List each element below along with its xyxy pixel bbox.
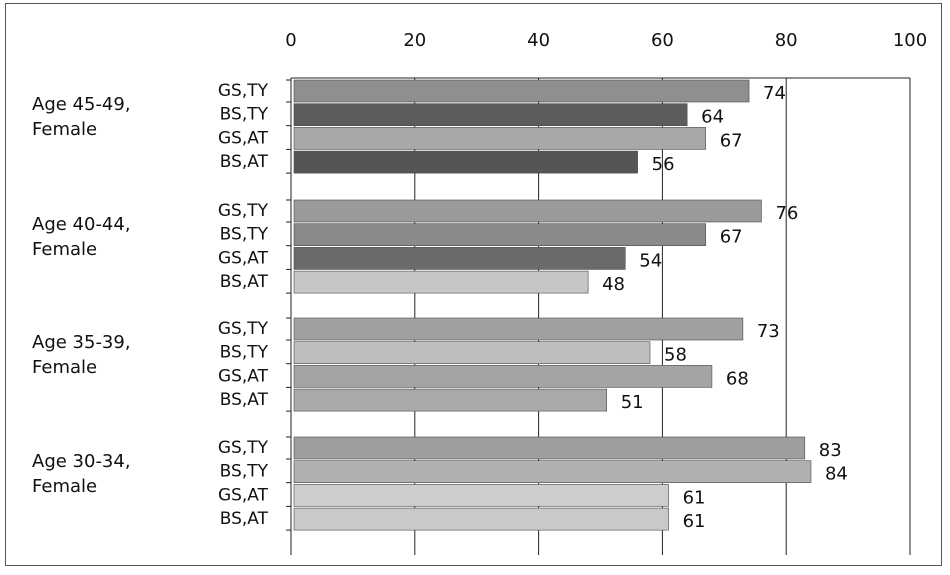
data-label: 67 [720, 227, 743, 248]
data-label: 68 [726, 368, 749, 389]
x-tick-label: 20 [403, 30, 426, 51]
data-label: 73 [757, 321, 780, 342]
data-label: 64 [701, 107, 724, 128]
category-label: GS,AT [218, 128, 269, 148]
data-label: 84 [825, 464, 848, 485]
x-tick-label: 60 [651, 30, 674, 51]
bar [293, 127, 707, 150]
bar [293, 365, 713, 388]
data-label: 51 [621, 392, 644, 413]
group-label: Female [32, 357, 97, 378]
bar [293, 247, 626, 270]
category-label: GS,TY [218, 201, 269, 221]
group-label: Female [32, 476, 97, 497]
bar [293, 436, 806, 460]
group-label: Female [32, 119, 97, 140]
bar [293, 103, 688, 126]
data-label: 58 [664, 345, 687, 366]
data-label: 61 [683, 511, 706, 532]
category-label: GS,TY [218, 81, 269, 101]
data-label: 83 [819, 440, 842, 461]
category-label: GS,TY [218, 319, 269, 339]
category-label: GS,AT [218, 366, 269, 386]
x-tick-label: 80 [775, 30, 798, 51]
bar [293, 388, 607, 412]
category-label: GS,AT [218, 248, 269, 268]
group-label: Female [32, 239, 97, 260]
data-label: 54 [639, 250, 662, 271]
group-label: Age 35-39, [32, 332, 131, 353]
bar [293, 484, 669, 507]
group-label: Age 45-49, [32, 94, 131, 115]
category-label: BS,TY [220, 462, 269, 482]
data-label: 56 [652, 154, 675, 175]
bar [293, 317, 744, 341]
bar [293, 460, 812, 484]
category-label: BS,AT [220, 390, 269, 410]
data-label: 76 [775, 203, 798, 224]
bar [293, 150, 638, 174]
category-label: BS,AT [220, 509, 269, 529]
x-tick-label: 0 [285, 30, 296, 51]
group-label: Age 30-34, [32, 451, 131, 472]
data-label: 48 [602, 274, 625, 295]
bar [293, 79, 750, 103]
category-label: BS,TY [220, 105, 269, 125]
category-label: GS,TY [218, 438, 269, 458]
data-label: 74 [763, 83, 786, 104]
category-label: BS,TY [220, 343, 269, 363]
bar [293, 199, 762, 223]
data-label: 61 [683, 487, 706, 508]
bar [293, 223, 707, 246]
x-tick-label: 40 [527, 30, 550, 51]
category-label: BS,TY [220, 225, 269, 245]
category-label: BS,AT [220, 152, 269, 172]
category-label: BS,AT [220, 272, 269, 292]
x-tick-label: 100 [893, 30, 927, 51]
category-label: GS,AT [218, 485, 269, 505]
bar [293, 341, 651, 365]
bar [293, 270, 589, 294]
data-label: 67 [720, 130, 743, 151]
group-label: Age 40-44, [32, 214, 131, 235]
bar [293, 507, 669, 531]
